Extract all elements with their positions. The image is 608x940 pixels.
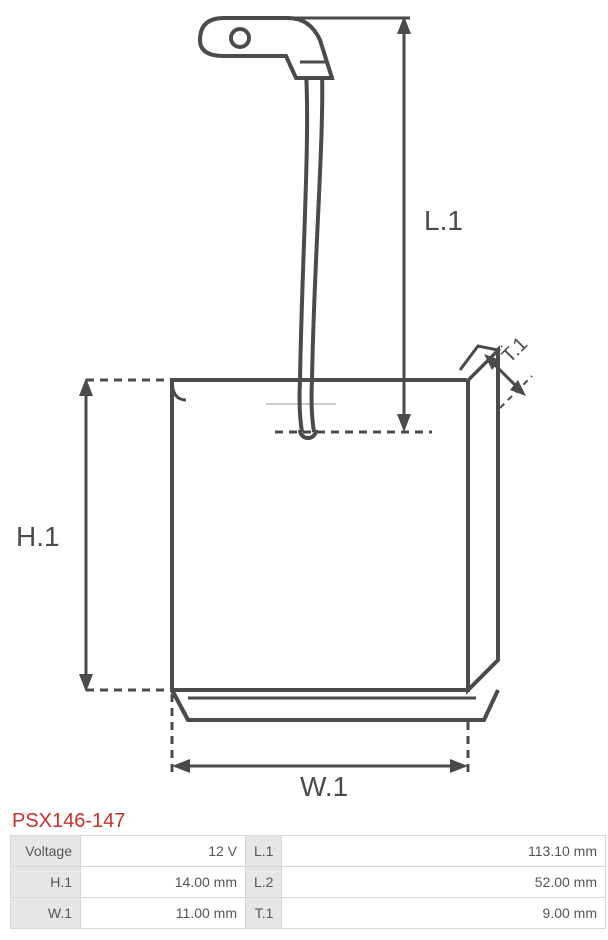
brush-side-face (468, 350, 498, 690)
spec-key: H.1 (11, 867, 81, 898)
spec-key: T.1 (246, 898, 282, 929)
spec-value: 12 V (81, 836, 246, 867)
dim-l1-label: L.1 (424, 205, 463, 236)
brush-bottom-edge (172, 690, 498, 720)
spec-value: 113.10 mm (282, 836, 606, 867)
diagram-svg: L.1 H.1 W.1 T.1 (0, 0, 608, 808)
spec-key: L.1 (246, 836, 282, 867)
dim-w1-label: W.1 (300, 771, 348, 802)
brush-front-face (172, 380, 468, 690)
spec-table: Voltage12 VL.1113.10 mmH.114.00 mmL.252.… (10, 835, 606, 929)
dim-t1-label: T.1 (498, 333, 532, 367)
dim-h1-label: H.1 (16, 521, 60, 552)
table-row: H.114.00 mmL.252.00 mm (11, 867, 606, 898)
table-row: W.111.00 mmT.19.00 mm (11, 898, 606, 929)
spec-key: W.1 (11, 898, 81, 929)
dimension-diagram: L.1 H.1 W.1 T.1 (0, 0, 608, 808)
table-row: Voltage12 VL.1113.10 mm (11, 836, 606, 867)
spec-value: 9.00 mm (282, 898, 606, 929)
terminal-lug (200, 18, 332, 78)
spec-value: 52.00 mm (282, 867, 606, 898)
terminal-hole (231, 29, 249, 47)
spec-key: Voltage (11, 836, 81, 867)
product-code: PSX146-147 (0, 808, 608, 835)
spec-value: 11.00 mm (81, 898, 246, 929)
spec-key: L.2 (246, 867, 282, 898)
spec-value: 14.00 mm (81, 867, 246, 898)
